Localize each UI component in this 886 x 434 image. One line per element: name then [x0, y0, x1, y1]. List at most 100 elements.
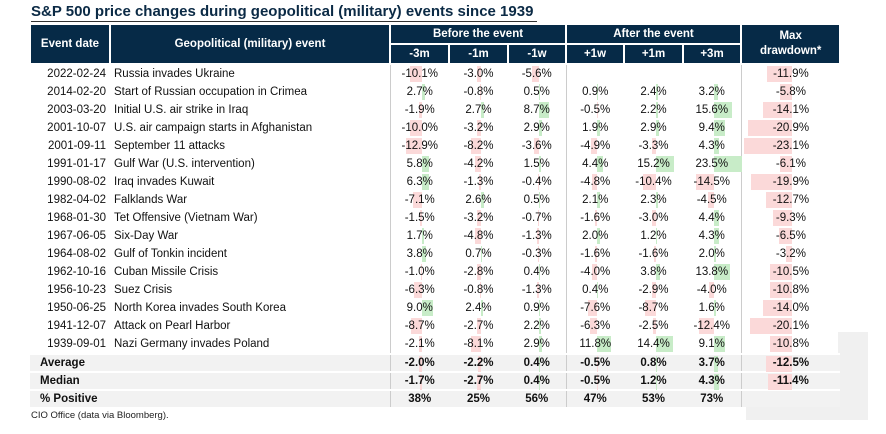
value-cell: 0.4% — [508, 371, 566, 390]
value-cell: 2.9% — [508, 119, 566, 137]
data-bar — [713, 264, 731, 280]
data-bar — [713, 246, 717, 262]
value-text: -7.1% — [404, 194, 435, 206]
value-cell: -0.5% — [565, 101, 624, 119]
value-text: -1.6% — [580, 248, 611, 260]
data-bar — [538, 336, 543, 352]
value-text: -2.1% — [404, 338, 435, 350]
value-text: -5.6% — [521, 68, 552, 80]
drawdown-cell: -3.2% — [740, 245, 841, 263]
value-text: -2.9% — [638, 284, 669, 296]
drawdown-cell: -20.9% — [740, 119, 841, 137]
value-text: -7.6% — [580, 302, 611, 314]
value-cell: -1.3% — [508, 227, 566, 245]
data-bar — [762, 102, 793, 118]
summary-row: Average -2.0% -2.2% 0.4% -0.5% 0.8% 3.7% -12.5% — [30, 353, 841, 372]
value-cell: 1.7% — [389, 227, 449, 245]
data-bar — [655, 374, 657, 390]
footnote: CIO Office (data via Bloomberg). — [31, 410, 169, 421]
value-cell: -2.1% — [389, 335, 449, 354]
value-text: -4.9% — [580, 140, 611, 152]
event-name: Start of Russian occupation in Crimea — [114, 86, 308, 98]
data-bar — [713, 374, 719, 390]
value-cell: -8.7% — [624, 299, 683, 317]
data-bar — [476, 120, 481, 136]
value-cell: -0.8% — [449, 83, 508, 101]
event-name: Falklands War — [114, 194, 188, 206]
drawdown-cell: -6.5% — [740, 227, 841, 245]
data-bar — [713, 102, 733, 118]
data-bar — [478, 174, 481, 190]
value-cell — [565, 64, 624, 83]
event-date: 1982-04-02 — [47, 194, 106, 206]
data-bar — [479, 84, 481, 100]
value-text: -12.5% — [772, 357, 810, 369]
value-cell: 2.9% — [508, 335, 566, 354]
value-cell: 8.7% — [508, 101, 566, 119]
value-text: -20.9% — [772, 122, 810, 134]
value-text: -8.7% — [638, 302, 669, 314]
event-date: 2001-09-11 — [48, 140, 106, 152]
value-text: 2.3% — [640, 194, 667, 206]
value-text: 11.8% — [579, 338, 612, 350]
event-name: Six-Day War — [114, 230, 179, 242]
data-bar — [768, 374, 793, 390]
value-text: 13.8% — [695, 266, 729, 278]
value-text: 3.2% — [698, 86, 725, 98]
summary-label: % Positive — [30, 389, 390, 407]
data-bar — [592, 264, 598, 280]
data-bar — [713, 228, 719, 244]
table-row: 1967-06-05 Six-Day War 1.7% -4.8% -1.3% 2.0% 1… — [30, 227, 841, 245]
value-cell: -2.0% — [389, 353, 449, 372]
drawdown-cell: -14.1% — [740, 101, 841, 119]
value-text: -1.3% — [521, 230, 552, 242]
value-text: 1.2% — [640, 230, 667, 242]
value-text: -3.0% — [638, 212, 669, 224]
value-cell: 4.3% — [683, 371, 741, 390]
data-bar — [780, 84, 793, 100]
event-date: 2014-02-20 — [47, 86, 106, 98]
value-cell: 15.6% — [683, 101, 741, 119]
event-name: Gulf War (U.S. intervention) — [114, 158, 255, 170]
data-bar — [765, 192, 793, 208]
value-cell: 9.0% — [389, 299, 449, 317]
value-text: 8.7% — [523, 104, 550, 116]
event-name: Iraq invades Kuwait — [114, 176, 215, 188]
value-text: 4.3% — [698, 230, 725, 242]
value-text: -2.0% — [404, 357, 435, 369]
value-cell: -3.2% — [449, 119, 508, 137]
value-cell: 0.8% — [624, 353, 683, 372]
value-cell: 0.4% — [508, 263, 566, 281]
value-text: -5.8% — [775, 86, 806, 98]
data-bar — [713, 138, 719, 154]
value-cell: -1.3% — [508, 281, 566, 299]
data-bar — [743, 138, 793, 154]
data-bar — [655, 120, 659, 136]
value-text: 2.6% — [465, 194, 492, 206]
data-bar — [480, 300, 484, 316]
value-cell: 9.1% — [683, 335, 741, 354]
value-text: 23.5% — [695, 158, 729, 170]
value-text: -12.9% — [401, 140, 438, 152]
value-text: 0.8% — [640, 357, 667, 369]
value-cell: 0.7% — [449, 245, 508, 263]
data-bar — [713, 210, 720, 226]
drawdown-cell — [740, 389, 841, 407]
event-date: 1964-08-02 — [47, 248, 106, 260]
data-bar — [476, 210, 481, 226]
data-bar — [421, 228, 424, 244]
data-bar — [655, 84, 659, 100]
value-text: -0.3% — [521, 248, 552, 260]
data-bar — [655, 102, 659, 118]
value-cell: -2.9% — [624, 281, 683, 299]
table-row: 1950-06-25 North Korea invades South Kore… — [30, 299, 841, 317]
event-date: 2001-10-07 — [47, 122, 106, 134]
value-text: 3.8% — [640, 266, 667, 278]
event-name: Nazi Germany invades Poland — [114, 338, 270, 350]
value-cell: -4.8% — [565, 173, 624, 191]
data-bar — [409, 120, 422, 136]
event-date: 1967-06-05 — [47, 230, 106, 242]
data-bar — [762, 300, 793, 316]
value-cell: -3.3% — [624, 137, 683, 155]
header-after: After the event — [565, 23, 742, 45]
